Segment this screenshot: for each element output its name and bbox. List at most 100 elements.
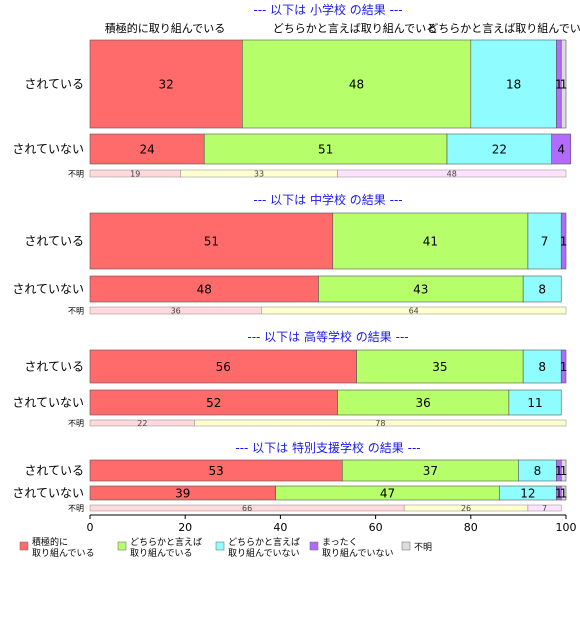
unknown-row: 不明 19 33 48: [68, 169, 567, 179]
data-label: 24: [139, 143, 154, 157]
column-header: 積極的に取り組んでいる: [105, 21, 225, 35]
row-label: されている: [24, 77, 84, 91]
data-label: 39: [175, 487, 190, 501]
bar-segment: [508, 389, 562, 416]
unknown-row-label: 不明: [68, 419, 84, 428]
bar-segment: [89, 39, 243, 129]
bar-segment: [560, 459, 567, 482]
unknown-row-label: 不明: [68, 504, 84, 513]
unknown-data-label: 22: [137, 419, 147, 428]
column-header: どちらかと言えば取り組んでいる: [273, 22, 437, 35]
unknown-row: 不明 36 64: [68, 306, 567, 316]
bar-segment: [560, 485, 567, 501]
bar-row: されている 32 48 18 11: [24, 39, 568, 129]
bar-row: されていない 48 43 8: [12, 275, 562, 303]
row-label: されていない: [12, 142, 84, 156]
unknown-segment: [337, 169, 567, 178]
data-label: 37: [423, 464, 438, 478]
section-title: --- 以下は 中学校 の結果 ---: [253, 192, 402, 207]
bar-segment: [356, 349, 524, 384]
data-label: 1: [555, 487, 563, 501]
unknown-data-label: 26: [461, 504, 471, 513]
section-title: --- 以下は 高等学校 の結果 ---: [247, 329, 408, 344]
section-title: --- 以下は 小学校 の結果 ---: [253, 2, 402, 17]
data-label: 1: [560, 78, 568, 92]
unknown-data-label: 7: [542, 504, 547, 513]
unknown-data-label: 19: [130, 170, 140, 179]
data-label: 8: [534, 464, 542, 478]
legend-item: 不明: [401, 541, 432, 553]
data-label: 7: [541, 235, 549, 249]
legend-label: まったく取り組んでいない: [322, 537, 394, 559]
unknown-data-label: 64: [409, 307, 419, 316]
data-label: 1: [560, 360, 568, 374]
unknown-data-label: 66: [242, 504, 252, 513]
bar-row: されている 56 35 8 1: [24, 349, 568, 384]
legend-swatch: [309, 541, 319, 551]
data-label: 51: [204, 235, 219, 249]
bar-row: されている 51 41 7 1: [24, 212, 568, 270]
bar-row: されている 53 37 8 11: [24, 459, 568, 482]
row-label: されていない: [12, 486, 84, 500]
unknown-data-label: 48: [447, 170, 457, 179]
legend-item: 積極的に取り組んでいる: [19, 536, 95, 559]
unknown-segment: [194, 419, 567, 427]
section-title: --- 以下は 特別支援学校 の結果 ---: [235, 440, 420, 455]
bar-row: されていない 24 51 22 4: [12, 133, 572, 165]
x-tick-label: 100: [556, 521, 577, 534]
data-label: 4: [557, 143, 565, 157]
bar-segment: [470, 39, 557, 129]
bar-segment: [527, 212, 562, 270]
bar-segment: [522, 275, 562, 303]
bar-segment: [560, 349, 567, 384]
data-label: 48: [349, 78, 364, 92]
data-label: 12: [520, 487, 535, 501]
data-label: 1: [560, 487, 568, 501]
bar-row: されていない 52 36 11: [12, 389, 562, 416]
data-label: 51: [318, 143, 333, 157]
data-label: 36: [416, 396, 431, 410]
legend-swatch: [215, 541, 225, 551]
bar-segment: [89, 275, 319, 303]
row-label: されていない: [12, 282, 84, 296]
legend-label: どちらかと言えば取り組んでいない: [228, 536, 300, 559]
data-label: 8: [538, 360, 546, 374]
bar-segment: [89, 389, 338, 416]
legend-item: まったく取り組んでいない: [309, 537, 394, 559]
data-label: 18: [506, 78, 521, 92]
data-label: 1: [560, 464, 568, 478]
unknown-data-label: 78: [375, 419, 385, 428]
bar-segment: [337, 389, 510, 416]
unknown-data-label: 36: [171, 307, 181, 316]
row-label: されている: [24, 464, 84, 478]
data-label: 35: [432, 360, 447, 374]
data-label: 41: [423, 235, 438, 249]
bar-segment: [89, 212, 334, 270]
row-label: されている: [24, 360, 84, 374]
data-label: 11: [527, 396, 542, 410]
data-label: 56: [216, 360, 231, 374]
legend-swatch: [117, 541, 127, 551]
bar-segment: [242, 39, 472, 129]
data-label: 48: [197, 283, 212, 297]
data-label: 1: [560, 235, 568, 249]
bar-segment: [332, 212, 529, 270]
bar-segment: [560, 39, 567, 129]
data-label: 47: [380, 487, 395, 501]
legend-label: どちらかと言えば取り組んでいる: [130, 536, 202, 559]
legend-swatch: [401, 541, 411, 551]
unknown-segment: [261, 306, 567, 315]
legend-item: どちらかと言えば取り組んでいない: [215, 536, 300, 559]
bar-segment: [560, 212, 567, 270]
data-label: 32: [159, 78, 174, 92]
legend-item: どちらかと言えば取り組んでいる: [117, 536, 202, 559]
data-label: 1: [555, 78, 563, 92]
bar-row: されていない 39 47 12 11: [12, 485, 568, 501]
data-label: 52: [206, 396, 221, 410]
bar-segment: [89, 349, 357, 384]
unknown-row: 不明 66 26 7: [68, 504, 562, 513]
column-header: どちらかと言えば取り組んでいない: [427, 22, 580, 35]
data-label: 22: [492, 143, 507, 157]
unknown-segment: [527, 504, 562, 512]
